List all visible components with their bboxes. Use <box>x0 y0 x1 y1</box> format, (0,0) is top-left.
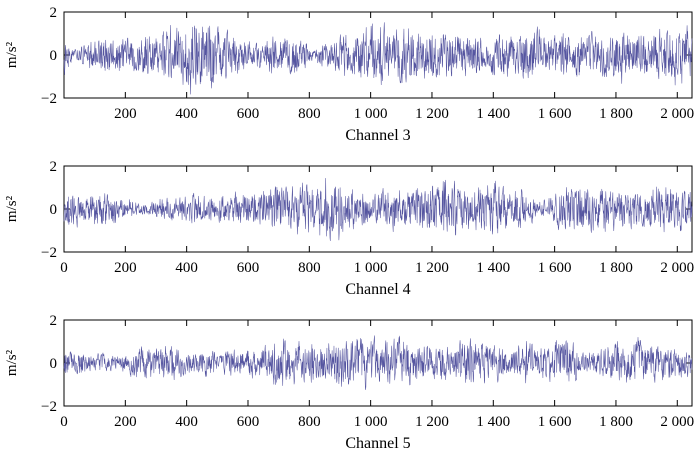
y-axis-label: m/s² <box>4 41 20 68</box>
x-tick-label: 600 <box>237 414 260 430</box>
y-tick-label: 2 <box>50 313 58 329</box>
chart-canvas-channel-4: 0 200 400 600 800 1 000 1 200 1 400 1 600 1 800 2 … <box>4 159 694 298</box>
x-tick-label: 0 <box>60 260 68 276</box>
x-tick-label: 2 000 <box>660 106 694 122</box>
x-tick-label: 1 000 <box>354 260 388 276</box>
x-tick-label: 1 400 <box>476 260 510 276</box>
x-tick-label: 1 200 <box>415 260 449 276</box>
x-tick-label: 200 <box>114 414 137 430</box>
x-tick-label: 1 600 <box>538 260 572 276</box>
subplot-channel-5: 0 200 400 600 800 1 000 1 200 1 400 1 600 1 800 2 … <box>0 308 700 462</box>
y-tick-label: 0 <box>50 356 58 372</box>
y-tick-label: 2 <box>50 159 58 175</box>
x-tick-label: 400 <box>175 260 198 276</box>
x-tick-label: 1 000 <box>354 106 388 122</box>
channel-5-acceleration-trace <box>63 335 693 391</box>
chart-canvas-channel-3: 200 400 600 800 1 000 1 200 1 400 1 600 1 800 2 0… <box>4 5 694 144</box>
x-tick-label: 2 000 <box>660 260 694 276</box>
y-tick-label: −2 <box>41 91 57 107</box>
y-tick-label: 0 <box>50 48 58 64</box>
y-tick-label: −2 <box>41 399 57 415</box>
x-tick-label: 1 800 <box>599 414 633 430</box>
x-tick-label: 1 400 <box>476 106 510 122</box>
y-tick-label: 2 <box>50 5 58 21</box>
channel-3-acceleration-trace <box>63 22 693 95</box>
x-tick-label: 1 000 <box>354 414 388 430</box>
y-axis-label: m/s² <box>4 349 20 376</box>
x-tick-label: 1 600 <box>538 106 572 122</box>
x-tick-label: 1 200 <box>415 414 449 430</box>
x-axis-label: Channel 5 <box>345 435 410 452</box>
subplot-channel-3: 200 400 600 800 1 000 1 200 1 400 1 600 1 800 2 0… <box>0 0 700 154</box>
x-tick-label: 200 <box>114 260 137 276</box>
y-tick-label: 0 <box>50 202 58 218</box>
x-tick-label: 400 <box>175 106 198 122</box>
x-tick-label: 400 <box>175 414 198 430</box>
x-tick-label: 1 200 <box>415 106 449 122</box>
x-tick-label: 800 <box>298 414 321 430</box>
channel-4-acceleration-trace <box>63 178 693 242</box>
x-tick-label: 800 <box>298 106 321 122</box>
y-tick-label: −2 <box>41 245 57 261</box>
y-axis-label: m/s² <box>4 195 20 222</box>
x-tick-label: 1 800 <box>599 260 633 276</box>
x-tick-label: 800 <box>298 260 321 276</box>
x-tick-label: 200 <box>114 106 137 122</box>
x-tick-label: 1 800 <box>599 106 633 122</box>
x-tick-label: 0 <box>60 414 68 430</box>
x-tick-label: 600 <box>237 260 260 276</box>
x-tick-label: 2 000 <box>660 414 694 430</box>
x-tick-label: 600 <box>237 106 260 122</box>
x-tick-label: 1 600 <box>538 414 572 430</box>
x-axis-label: Channel 4 <box>345 281 410 298</box>
subplot-channel-4: 0 200 400 600 800 1 000 1 200 1 400 1 600 1 800 2 … <box>0 154 700 308</box>
x-tick-label: 1 400 <box>476 414 510 430</box>
chart-canvas-channel-5: 0 200 400 600 800 1 000 1 200 1 400 1 600 1 800 2 … <box>4 313 694 452</box>
x-axis-label: Channel 3 <box>345 127 410 144</box>
